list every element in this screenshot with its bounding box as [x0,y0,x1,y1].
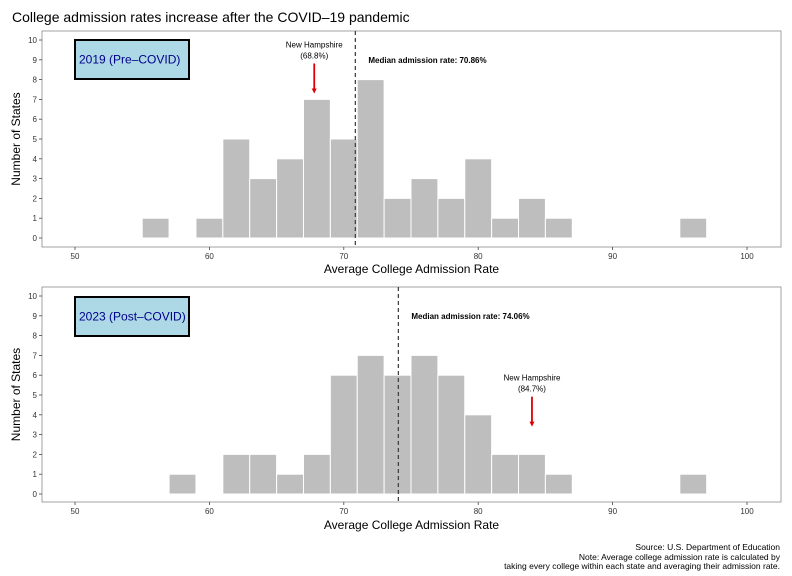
panel2-x-tick-label: 100 [740,507,754,516]
panel1-bar [249,178,278,239]
panel1-period-label: 2019 (Pre–COVID) [79,53,180,67]
panel2-y-tick-label: 10 [28,292,37,301]
method-note-line2: taking every college within each state a… [504,561,780,571]
panel1-bar [544,217,573,239]
panel1-x-tick-label: 90 [608,252,617,261]
panel1-x-tick-label: 60 [205,252,214,261]
panel1-x-axis-title: Average College Admission Rate [324,262,500,276]
panel2-y-tick-label: 8 [33,332,38,341]
panel2-y-tick-label: 4 [33,411,38,420]
panel2-bar [276,473,304,495]
panel1-highlight-name: New Hampshire [286,40,343,49]
panel1-y-tick-label: 8 [33,76,38,85]
panel1-y-tick-label: 5 [33,135,38,144]
panel2-y-tick-label: 3 [33,431,38,440]
panel1-median-label: Median admission rate: 70.86% [368,56,486,65]
panel2-y-tick-label: 0 [33,490,38,499]
panel1-x-tick-label: 50 [71,252,80,261]
panel2-bar [544,473,573,495]
panel1-y-tick-label: 2 [33,194,38,203]
panel1-y-tick-label: 9 [33,56,38,65]
panel1-bar [195,217,224,239]
panel2-bar [437,374,466,495]
panel1-bar [276,158,304,239]
panel2-x-tick-label: 90 [608,507,617,516]
panel1-bar [464,158,493,239]
panel1-y-tick-label: 3 [33,175,38,184]
panel2-x-tick-label: 80 [474,507,483,516]
panel2-x-tick-label: 70 [339,507,348,516]
panel2-y-tick-label: 1 [33,470,38,479]
panel2-period-label-box [74,296,190,337]
panel1-y-axis-title: Number of States [9,92,23,185]
panel2-highlight-name: New Hampshire [504,374,561,383]
panel1-x-tick-label: 80 [474,252,483,261]
panel1-bar [302,98,331,239]
panel1-y-tick-label: 4 [33,155,38,164]
panel1-y-tick-label: 0 [33,234,38,243]
panel1-y-tick-label: 10 [28,36,37,45]
panel1-bar [329,138,358,239]
panel1-bar [679,217,708,239]
panel1-x-tick-label: 100 [740,252,754,261]
source-note: Source: U.S. Department of Education [635,542,780,552]
panel1-bar [141,217,170,239]
panel2-median-label: Median admission rate: 74.06% [411,312,529,321]
panel2-highlight-value: (84.7%) [518,385,546,394]
panel2-bar [302,453,331,495]
panel2-bar [383,374,412,495]
panel2-bar [491,453,520,495]
panel2-bar [464,414,493,495]
panel1-bar [222,138,251,239]
panel1-y-tick-label: 6 [33,115,38,124]
panel2-bar [518,453,546,495]
panel2-bar [329,374,358,495]
panel2-bar [356,354,385,495]
panel1-x-tick-label: 70 [339,252,348,261]
panel2-y-axis-title: Number of States [9,348,23,441]
panel1-y-tick-label: 7 [33,95,38,104]
panel2-bar [222,453,251,495]
chart-title: College admission rates increase after t… [12,9,410,25]
panel2-bar [410,354,439,495]
panel2-y-tick-label: 5 [33,391,38,400]
panel2-y-tick-label: 2 [33,450,38,459]
panel2-x-tick-label: 50 [71,507,80,516]
panel1-y-tick-label: 1 [33,214,38,223]
panel2-bar [679,473,708,495]
panel1-bar [410,178,439,239]
panel2-y-tick-label: 6 [33,371,38,380]
panel1-highlight-arrow-head [311,88,317,94]
method-note-line1: Note: Average college admission rate is … [578,552,780,562]
panel1-bar [437,197,466,239]
panel1-bar [491,217,520,239]
panel1-period-label-box [74,39,190,80]
panel2-bar [249,453,278,495]
panel1-highlight-value: (68.8%) [300,51,328,60]
panel1-bar [356,79,385,239]
panel2-y-tick-label: 9 [33,312,38,321]
panel1-bar [383,197,412,239]
panel2-period-label: 2023 (Post–COVID) [79,310,186,324]
panel2-y-tick-label: 7 [33,351,38,360]
panel2-x-tick-label: 60 [205,507,214,516]
panel2-highlight-arrow-head [529,421,535,427]
panel2-bar [168,473,197,495]
panel1-bar [518,197,546,239]
panel2-x-axis-title: Average College Admission Rate [324,518,500,532]
